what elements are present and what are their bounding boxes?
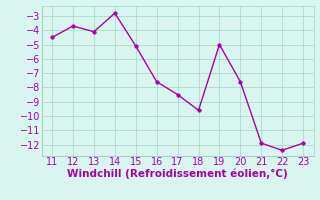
X-axis label: Windchill (Refroidissement éolien,°C): Windchill (Refroidissement éolien,°C) [67, 169, 288, 179]
